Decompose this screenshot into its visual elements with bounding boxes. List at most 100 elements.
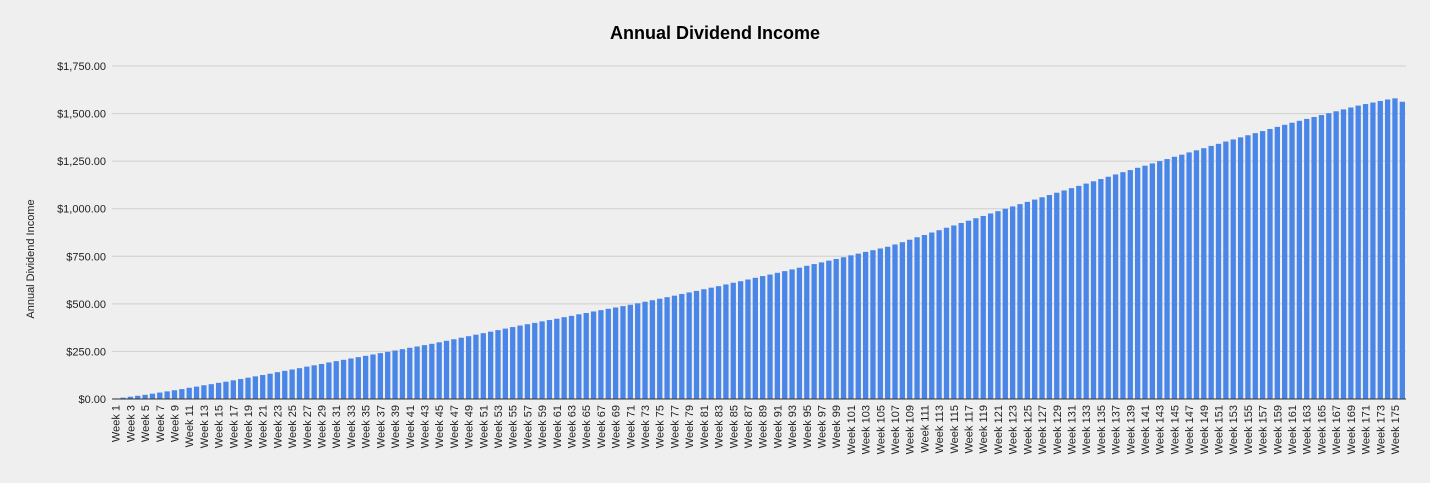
bar xyxy=(811,264,817,399)
x-tick-label: Week 127 xyxy=(1037,405,1049,454)
bar xyxy=(1010,206,1016,399)
x-tick-label: Week 119 xyxy=(978,405,990,454)
bar xyxy=(318,363,325,399)
bar xyxy=(627,304,633,399)
x-tick-label: Week 99 xyxy=(831,405,843,448)
x-tick-label: Week 33 xyxy=(346,405,358,448)
bar xyxy=(127,396,134,399)
x-tick-label: Week 45 xyxy=(434,405,446,448)
x-tick-label: Week 61 xyxy=(552,405,564,448)
bar xyxy=(774,272,781,399)
bar xyxy=(561,317,567,399)
bar xyxy=(407,347,413,399)
x-tick-label: Week 101 xyxy=(846,405,858,454)
bar xyxy=(1348,107,1354,399)
gridlines xyxy=(112,65,1406,352)
bar xyxy=(1326,113,1332,399)
x-tick-label: Week 145 xyxy=(1169,405,1181,454)
bar xyxy=(657,298,663,399)
bar xyxy=(583,312,589,399)
x-tick-label: Week 13 xyxy=(199,405,211,448)
bar xyxy=(311,365,317,399)
bar xyxy=(517,325,523,399)
bar xyxy=(936,230,942,399)
bar xyxy=(980,215,986,399)
x-tick-label: Week 131 xyxy=(1066,405,1078,454)
bar xyxy=(612,307,619,399)
bar xyxy=(340,359,347,399)
x-tick-label: Week 159 xyxy=(1272,405,1284,454)
bar xyxy=(230,380,236,399)
x-tick-label: Week 75 xyxy=(655,405,667,448)
bar xyxy=(208,384,214,399)
x-tick-label: Week 21 xyxy=(258,405,270,448)
bar xyxy=(1061,190,1067,399)
x-tick-label: Week 67 xyxy=(596,405,608,448)
bar xyxy=(1282,124,1288,400)
x-tick-label: Week 9 xyxy=(169,405,181,442)
bar xyxy=(465,336,472,399)
bar xyxy=(649,300,656,399)
bar xyxy=(782,271,788,399)
bar xyxy=(1355,105,1361,399)
bar xyxy=(914,237,920,399)
bar xyxy=(1039,197,1045,399)
bar xyxy=(510,327,516,399)
y-tick-label: $1,000.00 xyxy=(57,204,106,216)
bar xyxy=(907,239,913,399)
x-tick-label: Week 83 xyxy=(714,405,726,448)
bar xyxy=(201,385,207,399)
bar xyxy=(289,369,295,399)
x-tick-label: Week 19 xyxy=(243,405,255,448)
x-tick-label: Week 135 xyxy=(1096,405,1108,454)
x-tick-label: Week 175 xyxy=(1390,405,1402,454)
bar xyxy=(1399,101,1405,400)
bar xyxy=(1201,148,1207,399)
bar xyxy=(1333,111,1339,399)
bar xyxy=(590,311,597,399)
bar xyxy=(951,225,957,399)
bar xyxy=(1237,137,1244,400)
bar xyxy=(260,375,266,399)
bar xyxy=(848,255,854,399)
y-tick-label: $1,750.00 xyxy=(57,61,106,73)
bar xyxy=(1120,172,1126,399)
bar xyxy=(480,333,486,399)
x-tick-label: Week 3 xyxy=(125,405,137,442)
bar xyxy=(532,322,538,399)
bar xyxy=(635,303,641,399)
bar xyxy=(1267,128,1273,400)
bar xyxy=(1289,122,1295,400)
bar xyxy=(377,353,383,399)
x-tick-label: Week 25 xyxy=(287,405,299,448)
bar xyxy=(1046,195,1053,399)
bar xyxy=(877,248,883,399)
x-tick-label: Week 11 xyxy=(184,405,196,447)
bar xyxy=(1127,170,1133,399)
bar xyxy=(267,373,273,399)
bar xyxy=(745,279,751,399)
x-tick-label: Week 151 xyxy=(1214,405,1226,454)
bar xyxy=(605,308,611,399)
x-tick-label: Week 89 xyxy=(758,405,770,448)
x-tick-label: Week 143 xyxy=(1155,405,1167,454)
bar xyxy=(120,397,126,399)
x-tick-label: Week 69 xyxy=(611,405,623,448)
bar xyxy=(179,389,185,399)
x-tick-label: Week 161 xyxy=(1287,405,1299,454)
x-tick-label: Week 157 xyxy=(1258,405,1270,454)
bar xyxy=(1230,139,1236,399)
bar xyxy=(296,368,303,399)
x-tick-label: Week 109 xyxy=(905,405,917,454)
bar xyxy=(1149,163,1155,399)
x-tick-label: Week 95 xyxy=(802,405,814,448)
bar xyxy=(193,386,200,399)
bar xyxy=(1274,126,1280,399)
bar xyxy=(554,318,560,399)
x-tick-label: Week 43 xyxy=(419,405,431,448)
bar xyxy=(686,292,692,399)
bar xyxy=(245,377,251,399)
bar xyxy=(664,297,670,399)
x-tick-label: Week 141 xyxy=(1140,405,1152,454)
x-tick-label: Week 81 xyxy=(699,405,711,448)
